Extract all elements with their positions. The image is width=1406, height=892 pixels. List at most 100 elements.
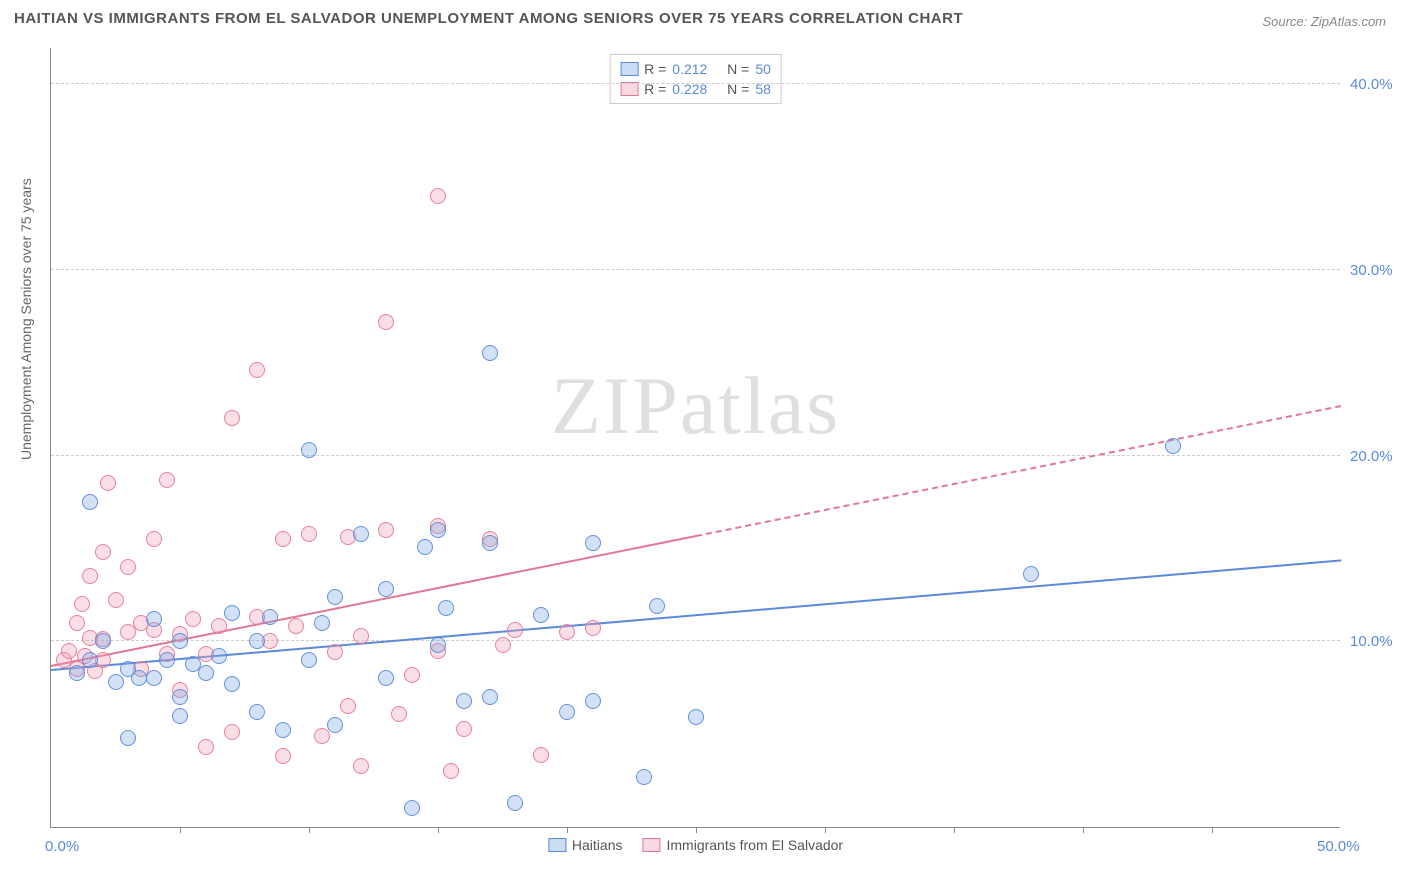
data-point: [404, 667, 420, 683]
data-point: [456, 721, 472, 737]
gridline: [51, 269, 1340, 270]
data-point: [211, 618, 227, 634]
r-label: R =: [644, 61, 666, 77]
trend-line: [51, 559, 1341, 671]
data-point: [314, 615, 330, 631]
data-point: [378, 670, 394, 686]
r-value-blue: 0.212: [672, 61, 707, 77]
data-point: [100, 475, 116, 491]
data-point: [275, 748, 291, 764]
data-point: [507, 795, 523, 811]
trend-line: [51, 535, 696, 667]
data-point: [1023, 566, 1039, 582]
data-point: [301, 442, 317, 458]
data-point: [391, 706, 407, 722]
chart-title: HAITIAN VS IMMIGRANTS FROM EL SALVADOR U…: [14, 10, 963, 27]
data-point: [82, 494, 98, 510]
n-label: N =: [727, 61, 749, 77]
data-point: [224, 676, 240, 692]
data-point: [1165, 438, 1181, 454]
data-point: [585, 693, 601, 709]
data-point: [438, 600, 454, 616]
data-point: [131, 670, 147, 686]
data-point: [430, 637, 446, 653]
data-point: [198, 739, 214, 755]
watermark-thin: atlas: [680, 360, 840, 451]
data-point: [353, 526, 369, 542]
data-point: [378, 522, 394, 538]
data-point: [353, 628, 369, 644]
data-point: [249, 633, 265, 649]
x-tickmark: [825, 827, 826, 833]
gridline: [51, 640, 1340, 641]
data-point: [146, 670, 162, 686]
legend-row-pink: R = 0.228 N = 58: [620, 79, 771, 99]
data-point: [288, 618, 304, 634]
data-point: [327, 717, 343, 733]
data-point: [559, 624, 575, 640]
data-point: [482, 535, 498, 551]
n-value-blue: 50: [755, 61, 771, 77]
data-point: [495, 637, 511, 653]
data-point: [224, 605, 240, 621]
data-point: [108, 592, 124, 608]
data-point: [69, 665, 85, 681]
data-point: [327, 644, 343, 660]
y-axis-label: Unemployment Among Seniors over 75 years: [18, 178, 34, 460]
data-point: [533, 607, 549, 623]
data-point: [456, 693, 472, 709]
data-point: [327, 589, 343, 605]
data-point: [559, 704, 575, 720]
data-point: [430, 188, 446, 204]
data-point: [159, 652, 175, 668]
data-point: [95, 544, 111, 560]
data-point: [688, 709, 704, 725]
x-tick-label: 50.0%: [1317, 838, 1360, 855]
data-point: [443, 763, 459, 779]
data-point: [378, 581, 394, 597]
data-point: [120, 559, 136, 575]
legend-series: Haitians Immigrants from El Salvador: [548, 837, 843, 853]
data-point: [353, 758, 369, 774]
data-point: [507, 622, 523, 638]
x-tickmark: [309, 827, 310, 833]
data-point: [146, 531, 162, 547]
x-tickmark: [696, 827, 697, 833]
data-point: [585, 620, 601, 636]
y-tick-label: 20.0%: [1350, 448, 1406, 465]
gridline: [51, 455, 1340, 456]
data-point: [249, 362, 265, 378]
y-tick-label: 30.0%: [1350, 262, 1406, 279]
data-point: [198, 665, 214, 681]
legend-series-pink: Immigrants from El Salvador: [642, 837, 843, 853]
data-point: [185, 611, 201, 627]
gridline: [51, 83, 1340, 84]
data-point: [74, 596, 90, 612]
legend-row-blue: R = 0.212 N = 50: [620, 59, 771, 79]
data-point: [224, 410, 240, 426]
data-point: [340, 698, 356, 714]
data-point: [417, 539, 433, 555]
swatch-blue-icon: [620, 62, 638, 76]
data-point: [482, 345, 498, 361]
x-tickmark: [1212, 827, 1213, 833]
x-tickmark: [954, 827, 955, 833]
y-tick-label: 40.0%: [1350, 76, 1406, 93]
x-tick-label: 0.0%: [45, 838, 79, 855]
data-point: [649, 598, 665, 614]
series-label-pink: Immigrants from El Salvador: [666, 837, 843, 853]
data-point: [172, 689, 188, 705]
x-tickmark: [567, 827, 568, 833]
data-point: [262, 609, 278, 625]
data-point: [61, 643, 77, 659]
series-label-blue: Haitians: [572, 837, 623, 853]
data-point: [211, 648, 227, 664]
watermark-bold: ZIP: [551, 360, 680, 451]
data-point: [120, 730, 136, 746]
x-tickmark: [438, 827, 439, 833]
data-point: [482, 689, 498, 705]
trend-line: [696, 405, 1341, 537]
legend-correlation: R = 0.212 N = 50 R = 0.228 N = 58: [609, 54, 782, 104]
scatter-plot: ZIPatlas R = 0.212 N = 50 R = 0.228 N = …: [50, 48, 1340, 828]
data-point: [82, 568, 98, 584]
